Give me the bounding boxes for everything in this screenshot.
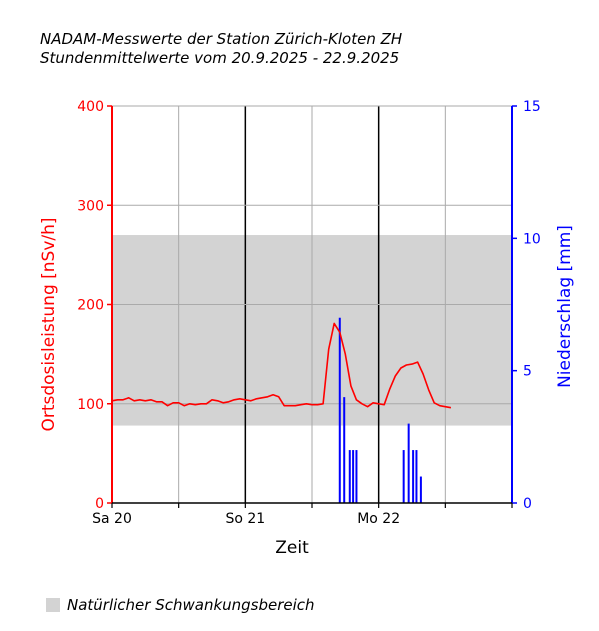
y-tick-label: 0 (95, 496, 104, 512)
rain-bar (407, 423, 410, 503)
rain-bar (419, 476, 422, 503)
y2-tick-label: 15 (523, 99, 541, 115)
x-tick-label: Sa 20 (92, 511, 132, 527)
y2-tick-label: 5 (523, 364, 532, 380)
y2-tick-label: 0 (523, 496, 532, 512)
x-axis-title: Zeit (275, 538, 309, 558)
chart-canvas: 0 100 200 300 400 0 5 10 15 Sa 20 So 21 Mo 22 Zeit Or… (39, 99, 575, 558)
legend: Natürlicher Schwankungsbereich (46, 596, 315, 614)
y2-axis-title: Niederschlag [mm] (555, 225, 575, 388)
rain-bar (412, 450, 415, 503)
rain-bar (338, 317, 341, 503)
chart-title-line2: Stundenmittelwerte vom 20.9.2025 - 22.9.… (40, 49, 400, 67)
dose-series-line (111, 322, 452, 409)
y-tick-label: 100 (77, 397, 104, 413)
x-tick-label: So 21 (225, 511, 265, 527)
x-tick-label: Mo 22 (357, 511, 400, 527)
y-tick-label: 400 (77, 99, 104, 115)
y-tick-label: 200 (77, 298, 104, 314)
y-tick-label: 300 (77, 198, 104, 214)
rain-bar (343, 397, 346, 503)
legend-band-swatch (46, 598, 60, 612)
rain-bar (415, 450, 418, 503)
y2-tick-label: 10 (523, 231, 541, 247)
rain-bar (355, 450, 358, 503)
chart-title: NADAM-Messwerte der Station Zürich-Klote… (40, 30, 580, 68)
legend-band-label: Natürlicher Schwankungsbereich (67, 596, 315, 614)
rain-bar (402, 450, 405, 503)
rain-bar (352, 450, 355, 503)
rain-bar (348, 450, 351, 503)
y-axis-title: Ortsdosisleistung [nSv/h] (39, 217, 59, 431)
chart-title-line1: NADAM-Messwerte der Station Zürich-Klote… (40, 30, 403, 48)
